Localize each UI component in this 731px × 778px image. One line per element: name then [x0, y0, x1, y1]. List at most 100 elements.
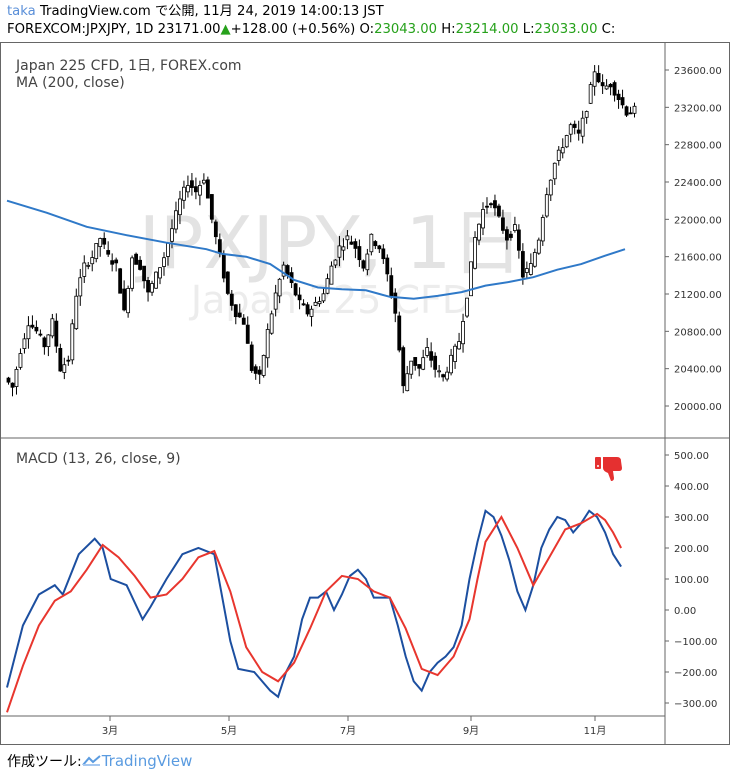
high-label: H:	[441, 22, 456, 37]
candle-body	[592, 71, 597, 87]
watermark: JPXJPY, 1日 Japan 225 CFD	[135, 201, 524, 322]
price-tick-label: 20800.00	[674, 327, 722, 338]
candle-body	[158, 267, 162, 279]
candle-body	[357, 246, 362, 261]
macd-tick-label: −300.00	[674, 699, 717, 710]
candle-body	[30, 324, 35, 328]
candle-body	[205, 179, 210, 199]
candle-body	[457, 341, 461, 350]
time-tick-label: 9月	[463, 725, 479, 737]
candle-body	[261, 355, 266, 376]
candle-body	[213, 221, 218, 238]
candle-body	[182, 186, 186, 201]
price-tick-label: 22400.00	[674, 178, 722, 189]
macd-tick-label: 300.00	[674, 513, 709, 524]
candle-body	[233, 304, 238, 318]
candle-body	[217, 239, 222, 254]
macd-tick-label: 500.00	[674, 451, 709, 462]
candle-body	[544, 194, 549, 217]
candle-body	[620, 97, 625, 106]
candle-body	[465, 297, 469, 317]
publish-info: taka TradingView.com で公開, 11月 24, 2019 1…	[7, 3, 384, 20]
candle-body	[509, 233, 513, 238]
candle-body	[110, 260, 115, 265]
candle-body	[150, 283, 154, 293]
candle-body	[437, 370, 442, 373]
candle-body	[461, 321, 465, 345]
candle-body	[632, 105, 637, 114]
time-tick-label: 3月	[102, 725, 118, 737]
ma-label: MA (200, close)	[16, 75, 125, 91]
symbol-info: FOREXCOM:JPXJPY, 1D 23171.00▲+128.00 (+0…	[7, 21, 615, 38]
candle-body	[309, 308, 314, 317]
candle-body	[473, 237, 477, 269]
time-axis[interactable]: 3月 5月 7月 9月 11月	[102, 716, 607, 737]
candle-body	[26, 325, 31, 340]
candle-body	[305, 304, 310, 315]
author-link[interactable]: taka	[7, 4, 36, 19]
candle-body	[365, 253, 370, 271]
candle-body	[134, 253, 138, 265]
candle-body	[501, 217, 505, 231]
candle-body	[588, 84, 593, 104]
candle-body	[277, 278, 282, 297]
macd-tick-label: −200.00	[674, 668, 717, 679]
open-label: O:	[359, 22, 375, 37]
candle-body	[624, 106, 629, 116]
candle-body	[616, 93, 621, 100]
price-tick-label: 23200.00	[674, 103, 722, 114]
candle-body	[209, 194, 214, 220]
open-value: 23043.00	[374, 22, 438, 37]
candle-body	[377, 245, 382, 250]
candle-body	[469, 261, 473, 297]
candle-body	[265, 329, 270, 359]
candle-body	[369, 233, 374, 253]
tradingview-brand-link[interactable]: TradingView	[101, 752, 193, 770]
candle-body	[345, 235, 350, 241]
candle-body	[341, 246, 346, 251]
candle-body	[628, 112, 633, 115]
candle-body	[82, 262, 87, 277]
candle-body	[516, 229, 521, 251]
candle-body	[78, 277, 83, 297]
candle-body	[225, 271, 230, 294]
candle-body	[317, 301, 322, 305]
candle-body	[361, 260, 366, 269]
macd-axis[interactable]: 500.00 400.00 300.00 200.00 100.00 0.00 −100.0…	[665, 451, 717, 710]
thumbs-down-icon	[595, 457, 622, 481]
candle-body	[425, 347, 430, 356]
chart-frame[interactable]: JPXJPY, 1日 Japan 225 CFD 23600.00 23200.0…	[0, 42, 730, 745]
candle-body	[433, 355, 438, 370]
candle-body	[445, 371, 450, 380]
price-axis[interactable]: 23600.00 23200.00 22800.00 22400.00 22000.00…	[665, 66, 722, 413]
candle-body	[162, 257, 166, 267]
candle-body	[576, 129, 581, 134]
candle-body	[548, 179, 553, 196]
close-label: C:	[601, 22, 616, 37]
candle-body	[18, 353, 23, 368]
price-change: +128.00 (+0.56%)	[230, 22, 356, 37]
candle-body	[94, 243, 99, 260]
candle-body	[536, 239, 541, 254]
candle-body	[249, 344, 254, 371]
candle-body	[572, 123, 577, 128]
chart-canvas[interactable]: JPXJPY, 1日 Japan 225 CFD 23600.00 23200.0…	[1, 43, 729, 744]
candle-body	[353, 241, 358, 249]
candle-body	[269, 313, 274, 334]
candle-body	[580, 117, 585, 137]
time-tick-label: 11月	[584, 725, 607, 737]
candle-body	[584, 111, 589, 118]
candle-body	[70, 323, 75, 361]
candle-body	[568, 124, 573, 135]
symbol-name: FOREXCOM:JPXJPY, 1D	[7, 22, 154, 37]
candle-body	[401, 347, 406, 387]
candle-body	[146, 280, 150, 293]
candle-body	[58, 347, 63, 372]
candle-body	[10, 382, 15, 388]
macd-tick-label: 100.00	[674, 575, 709, 586]
candle-body	[373, 241, 378, 247]
footer: 作成ツール: TradingView	[7, 750, 192, 773]
candle-body	[449, 354, 453, 374]
candle-body	[560, 147, 565, 154]
candle-body	[197, 185, 202, 196]
